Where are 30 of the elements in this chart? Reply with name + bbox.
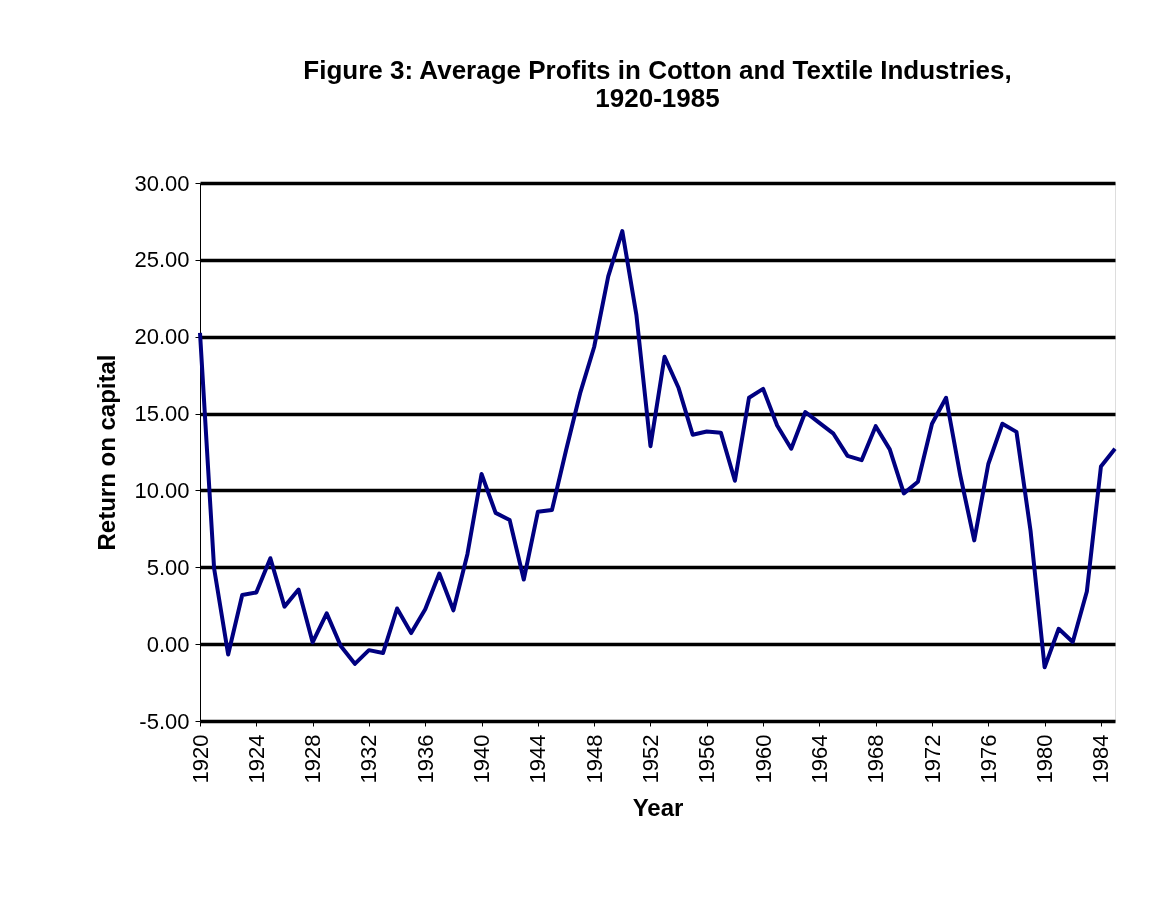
x-tick-label: 1972 [919,734,945,784]
x-tick-label: 1984 [1088,734,1114,784]
y-axis-title: Return on capital [93,354,121,551]
x-tick-label: 1928 [300,734,326,784]
y-tick-label: 25.00 [134,247,190,273]
text: Figure 3: Average Profits in Cotton and Textile Industries, [303,55,1012,85]
x-tick-label: 1960 [750,734,776,784]
x-tick-label: 1948 [581,734,607,784]
text: 1920-1985 [595,83,720,113]
x-tick-label: 1964 [806,734,832,784]
x-tick-label: 1976 [975,734,1001,784]
x-tick-label: 1920 [187,734,213,784]
x-tick-label: 1980 [1032,734,1058,784]
x-tick-label: 1956 [694,734,720,784]
y-tick-label: 15.00 [134,401,190,427]
y-tick-label: -5.00 [139,708,190,734]
x-tick-label: 1924 [243,734,269,784]
x-axis-title: Year [632,794,684,822]
x-tick-label: 1952 [637,734,663,784]
y-tick-label: 0.00 [146,631,190,657]
x-tick-label: 1940 [469,734,495,784]
x-tick-label: 1932 [356,734,382,784]
y-tick-label: 30.00 [134,170,190,196]
y-tick-label: 10.00 [134,477,190,503]
x-tick-label: 1968 [863,734,889,784]
line-series [198,229,1117,670]
y-tick-label: 20.00 [134,324,190,350]
x-tick-label: 1944 [525,734,551,784]
x-tick-label: 1936 [412,734,438,784]
y-tick-label: 5.00 [146,554,190,580]
